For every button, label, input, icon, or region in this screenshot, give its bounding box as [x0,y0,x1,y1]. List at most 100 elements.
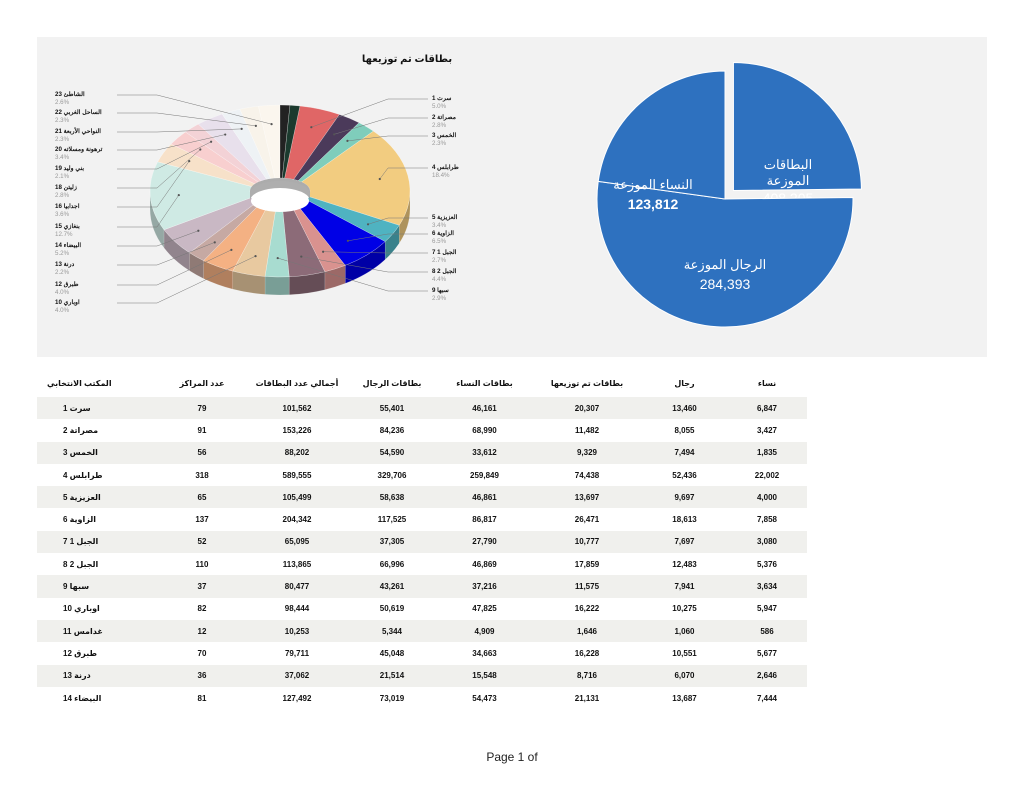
wedge-label-line: البطاقات [764,157,813,172]
leader-line [347,135,428,142]
table-cell: 7,858 [727,508,807,531]
pie-label-name: 2 مصراتة [432,114,456,121]
table-cell: مصراتة 2 [37,419,157,442]
table-cell: 5,947 [727,597,807,620]
table-cell: 586 [727,619,807,643]
leader-dot [177,193,180,197]
pie-label-name: 14 البيضاء [55,242,81,249]
table-row: الجبل 2 8 110 113,865 66,996 46,869 17,859 12,… [37,553,807,576]
pie-label-name: 16 اجدابيا [55,203,80,210]
table-cell: 45,048 [347,642,437,665]
pie-chart-title: بطاقات تم توزيعها [361,54,453,65]
table-row: درنة 13 36 37,062 21,514 15,548 8,716 6,070 2,6… [37,664,807,687]
column-header: المكتب الانتخابي [47,378,112,388]
table-cell: 204,342 [247,508,347,531]
table-cell: 20,307 [532,397,642,420]
pie-label-name: 22 الساحل الغربي [55,109,102,116]
table-cell: 117,525 [347,508,437,531]
data-table: المكتب الانتخابي عدد المراكز أجمالي عدد ال… [37,369,807,710]
leader-dot [230,248,233,251]
pie-label-percent: 2.3% [55,136,70,143]
leader-line [117,94,272,125]
table-cell: 329,706 [347,463,437,487]
leader-line [117,230,199,247]
table-cell: 12 [157,619,247,643]
charts-panel: 1 سرت 5.0% 2 مصراتة 2.8% 3 الخمس 2.3% 4 طرابلس… [37,37,987,357]
pie-hole-wall [250,178,310,201]
leader-dot [213,241,216,244]
column-header: رجال [674,378,695,388]
table-cell: 127,492 [247,686,347,710]
pie-label-percent: 2.8% [55,192,70,199]
pie-label-name: 5 العزيزية [432,214,458,221]
table-cell: 16,222 [532,597,642,620]
table-cell: 82 [157,597,247,620]
table-cell: 5,344 [347,619,437,643]
leader-line [347,233,428,242]
table-cell: 10,777 [532,530,642,554]
pie-label-name: 8 الجبل 2 [432,268,457,275]
leader-line [277,257,428,292]
table-cell: 10,275 [642,597,727,620]
table-cell: 66,996 [347,553,437,576]
leader-line [117,149,201,189]
table-cell: 88,202 [247,441,347,464]
table-cell: 7,444 [727,686,807,710]
wedge-label-line: الموزعة [767,173,810,189]
table-cell: 86,817 [437,508,532,531]
table-cell: 81 [157,686,247,710]
leader-dot [188,160,191,163]
table-row: سبها 9 37 80,477 43,261 37,216 11,575 7,941 3,6… [37,575,807,598]
pie-label-percent: 2.7% [432,257,447,264]
pie-label-percent: 4.0% [55,289,70,296]
table-cell: 16,228 [532,642,642,665]
pie-label-name: 12 طبرق [55,281,79,288]
table-cell: 5,677 [727,642,807,665]
table-cell: 33,612 [437,441,532,464]
table-cell: 10,253 [247,619,347,643]
table-cell: 3,427 [727,419,807,442]
table-cell: 80,477 [247,575,347,598]
pie-label-percent: 2.1% [55,173,70,180]
table-row: العزيزية 5 65 105,499 58,638 46,861 13,697 9,6… [37,486,807,509]
pie-label-name: 15 بنغازي [55,223,80,230]
table-cell: 6,070 [642,664,727,687]
pie-label-name: 4 طرابلس [432,164,459,171]
pie-label-percent: 2.8% [432,122,447,129]
table-cell: 1,835 [727,441,807,464]
pie-label-name: 21 النواحي الأربعة [55,126,101,135]
pie-label: 7 الجبل 12.7% [322,249,457,264]
pie-label-percent: 6.5% [432,238,447,245]
pie-label-name: 9 سبها [432,287,449,294]
pie-label-name: 3 الخمس [432,132,457,139]
leader-line [117,112,256,127]
table-cell: 37,305 [347,530,437,554]
leader-line [117,194,179,228]
table-cell: 7,494 [642,441,727,464]
wedge-value: 123,812 [628,196,679,212]
leader-dot [333,133,336,136]
pie-label-name: 13 درنة [55,261,75,268]
table-cell: 5,376 [727,553,807,576]
table-cell: 65,095 [247,530,347,554]
table-cell: 58,638 [347,486,437,509]
table-cell: 110 [157,553,247,576]
table-cell: 47,825 [437,597,532,620]
pie-label-name: 10 اوباري [55,299,80,306]
column-header: بطاقات الرجال [362,378,422,388]
table-cell: 46,861 [437,486,532,509]
pie-label-name: 23 الشاطئ [55,91,85,98]
